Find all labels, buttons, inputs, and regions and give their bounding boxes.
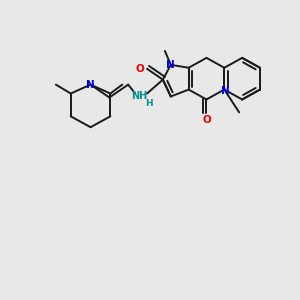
- Text: N: N: [167, 60, 175, 70]
- Text: N: N: [86, 80, 95, 90]
- Text: O: O: [136, 64, 145, 74]
- Text: H: H: [145, 99, 153, 108]
- Text: NH: NH: [131, 91, 147, 100]
- Text: O: O: [202, 115, 211, 125]
- Text: N: N: [221, 85, 230, 96]
